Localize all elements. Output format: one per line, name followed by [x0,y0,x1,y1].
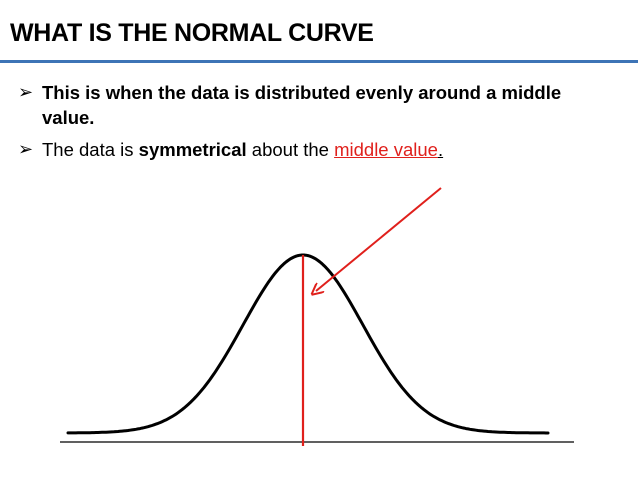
pointer-arrow [316,187,442,291]
arrow-bullet-icon: ➢ [18,82,34,102]
bullet-1-text: This is when the data is distributed eve… [42,82,562,128]
bell-curve [66,253,550,435]
bullet-2-end: . [437,139,444,160]
bullet-1: ➢ This is when the data is distributed e… [18,80,618,130]
slide-title: WHAT IS THE NORMAL CURVE [10,19,374,47]
bullet-list: ➢ This is when the data is distributed e… [18,80,618,169]
bullet-2-highlight: middle value [334,139,438,160]
bullet-2-bold-word: symmetrical [138,139,247,160]
bullet-2-text-mid: about the [246,139,335,160]
bullet-2-text-start: The data is [42,139,139,160]
bullet-2: ➢ The data is symmetrical about the midd… [18,137,618,162]
title-underline [0,60,638,63]
arrow-bullet-icon: ➢ [18,139,34,159]
